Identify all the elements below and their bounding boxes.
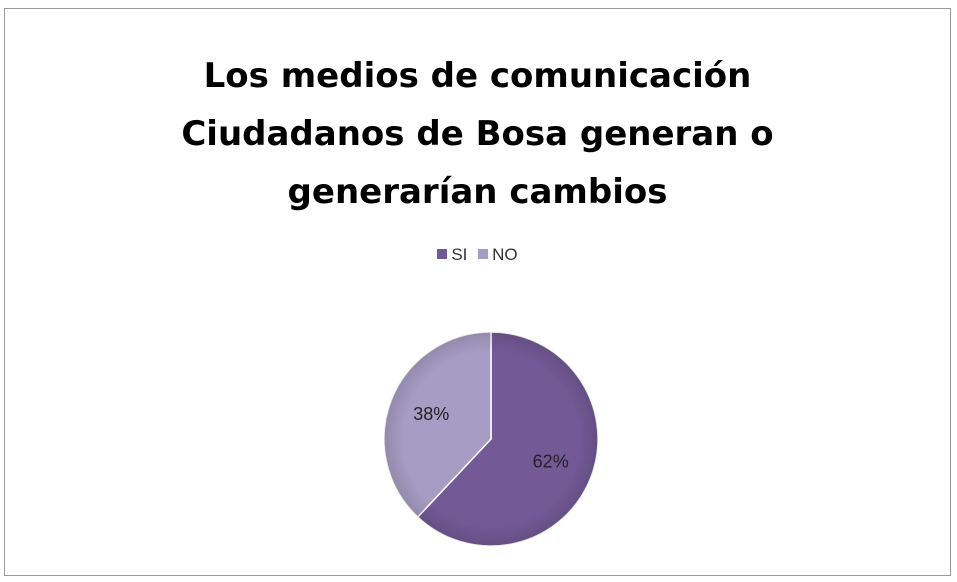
legend-swatch-si	[437, 249, 448, 259]
chart-area: Los medios de comunicación Ciudadanos de…	[4, 8, 951, 576]
legend-entry-no: NO	[478, 245, 518, 265]
chart-title-line-1: Los medios de comunicación	[203, 56, 752, 96]
slice-label-no: 38%	[413, 404, 449, 424]
pie-rim-shade	[384, 332, 598, 546]
pie-chart: 62% 38%	[383, 331, 599, 547]
slice-label-si: 62%	[533, 451, 569, 471]
chart-title: Los medios de comunicación Ciudadanos de…	[5, 47, 950, 221]
legend-label-no: NO	[492, 245, 518, 264]
chart-legend: SI NO	[5, 245, 950, 265]
legend-swatch-no	[478, 249, 489, 259]
legend-label-si: SI	[451, 245, 468, 264]
legend-entry-si: SI	[437, 245, 467, 265]
chart-title-line-2: Ciudadanos de Bosa generan o	[181, 114, 774, 154]
chart-title-line-3: generarían cambios	[287, 172, 668, 212]
